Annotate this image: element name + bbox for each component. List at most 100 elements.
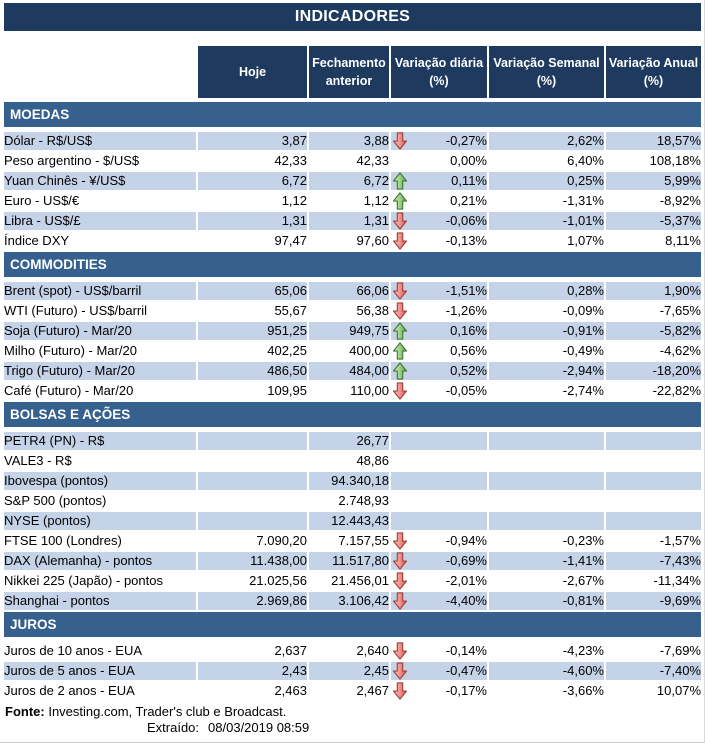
fechamento-value: 26,77: [307, 429, 390, 452]
variacao-semanal-value: -1,41%: [487, 551, 605, 572]
fechamento-value: 66,06: [307, 279, 390, 302]
section-row-bolsas-e-acoes: BOLSAS E AÇÕES: [4, 400, 701, 432]
variacao-diaria-cell: 0,56%: [389, 341, 488, 362]
variacao-anual-value: -9,69%: [604, 591, 701, 612]
row-label: Índice DXY: [4, 231, 197, 252]
variacao-anual-value: 8,11%: [604, 231, 701, 252]
variacao-diaria-cell: -0,47%: [389, 661, 488, 682]
variacao-anual-value: -5,37%: [604, 211, 701, 232]
fechamento-value: 2,467: [307, 681, 390, 702]
source-label: Fonte:: [5, 704, 45, 719]
row-label: Libra - US$/£: [4, 211, 197, 232]
hoje-value: 109,95: [196, 381, 308, 402]
down-arrow-icon: [392, 132, 408, 150]
extracted-line: Extraído: 08/03/2019 08:59: [147, 720, 700, 736]
variacao-anual-value: [604, 491, 701, 512]
variacao-semanal-value: -2,67%: [487, 571, 605, 592]
row-label: Nikkei 225 (Japão) - pontos: [4, 571, 197, 592]
hoje-value: 951,25: [196, 321, 308, 342]
row-label: PETR4 (PN) - R$: [4, 429, 197, 452]
row-label: Peso argentino - $/US$: [4, 151, 197, 172]
variacao-diaria-value: -4,40%: [445, 593, 487, 608]
hoje-value: 11.438,00: [196, 551, 308, 572]
variacao-diaria-cell: -2,01%: [389, 571, 488, 592]
table-row: WTI (Futuro) - US$/barril 55,67 56,38 -1,26…: [4, 301, 701, 322]
variacao-diaria-value: 0,00%: [450, 153, 487, 168]
hoje-value: 486,50: [196, 361, 308, 382]
down-arrow-icon: [392, 232, 408, 249]
variacao-diaria-cell: 0,21%: [389, 191, 488, 212]
hoje-value: 55,67: [196, 301, 308, 322]
variacao-diaria-value: -0,14%: [445, 643, 487, 658]
variacao-anual-value: [604, 451, 701, 472]
variacao-semanal-value: [487, 511, 605, 532]
table-row: VALE3 - R$ 48,86: [4, 451, 701, 472]
fechamento-value: 7.157,55: [307, 531, 390, 552]
fechamento-value: 11.517,80: [307, 551, 390, 572]
variacao-anual-value: [604, 471, 701, 492]
variacao-semanal-value: -2,94%: [487, 361, 605, 382]
hoje-value: 42,33: [196, 151, 308, 172]
row-label: FTSE 100 (Londres): [4, 531, 197, 552]
hoje-value: 21.025,56: [196, 571, 308, 592]
variacao-semanal-value: -4,60%: [487, 661, 605, 682]
variacao-anual-value: [604, 511, 701, 532]
hoje-value: 2,463: [196, 681, 308, 702]
section-row-moedas: MOEDAS: [4, 99, 701, 132]
variacao-diaria-value: -1,26%: [445, 303, 487, 318]
footer: Fonte: Investing.com, Trader's club e Br…: [4, 704, 700, 736]
variacao-anual-value: 5,99%: [604, 171, 701, 192]
column-header-variacao-anual: Variação Anual (%): [604, 46, 701, 102]
down-arrow-icon: [392, 552, 408, 569]
hoje-value: [196, 429, 308, 452]
column-header-variacao-diaria: Variação diária (%): [389, 46, 488, 102]
variacao-semanal-value: -0,23%: [487, 531, 605, 552]
variacao-semanal-value: [487, 451, 605, 472]
table-row: Trigo (Futuro) - Mar/20 486,50 484,00 0,52%…: [4, 361, 701, 382]
variacao-anual-value: 18,57%: [604, 129, 701, 152]
up-arrow-icon: [392, 192, 408, 209]
row-label: Trigo (Futuro) - Mar/20: [4, 361, 197, 382]
fechamento-value: 110,00: [307, 381, 390, 402]
table-row: Shanghai - pontos 2.969,86 3.106,42 -4,40% -…: [4, 591, 701, 612]
down-arrow-icon: [392, 302, 408, 319]
section-header-moedas: MOEDAS: [4, 99, 701, 132]
variacao-diaria-value: 0,52%: [450, 363, 487, 378]
down-arrow-icon: [392, 662, 408, 679]
variacao-semanal-value: -2,74%: [487, 381, 605, 402]
variacao-diaria-value: 0,11%: [451, 173, 487, 188]
variacao-diaria-value: 0,21%: [450, 193, 487, 208]
variacao-diaria-cell: 0,00%: [389, 151, 488, 172]
hoje-value: 1,12: [196, 191, 308, 212]
fechamento-value: 48,86: [307, 451, 390, 472]
indicators-table: Hoje Fechamento anterior Variação diária…: [4, 46, 701, 702]
section-row-commodities: COMMODITIES: [4, 250, 701, 282]
table-row: DAX (Alemanha) - pontos 11.438,00 11.517,8…: [4, 551, 701, 572]
table-row: Juros de 10 anos - EUA 2,637 2,640 -0,14% -4…: [4, 639, 701, 662]
table-row: FTSE 100 (Londres) 7.090,20 7.157,55 -0,94%…: [4, 531, 701, 552]
variacao-semanal-value: -0,49%: [487, 341, 605, 362]
table-row: Juros de 5 anos - EUA 2,43 2,45 -0,47% -4,60…: [4, 661, 701, 682]
fechamento-value: 42,33: [307, 151, 390, 172]
variacao-anual-value: -1,57%: [604, 531, 701, 552]
row-label: Juros de 5 anos - EUA: [4, 661, 197, 682]
row-label: Soja (Futuro) - Mar/20: [4, 321, 197, 342]
table-row: Brent (spot) - US$/barril 65,06 66,06 -1,51…: [4, 279, 701, 302]
variacao-diaria-cell: [389, 511, 488, 532]
variacao-diaria-cell: -4,40%: [389, 591, 488, 612]
fechamento-value: 56,38: [307, 301, 390, 322]
variacao-diaria-cell: -0,13%: [389, 231, 488, 252]
fechamento-value: 1,31: [307, 211, 390, 232]
variacao-semanal-value: 2,62%: [487, 129, 605, 152]
variacao-diaria-cell: -0,05%: [389, 381, 488, 402]
variacao-anual-value: 10,07%: [604, 681, 701, 702]
variacao-diaria-cell: [389, 451, 488, 472]
hoje-value: 6,72: [196, 171, 308, 192]
row-label: Juros de 10 anos - EUA: [4, 639, 197, 662]
variacao-diaria-cell: [389, 491, 488, 512]
variacao-diaria-value: -0,06%: [445, 213, 487, 228]
source-line: Fonte: Investing.com, Trader's club e Br…: [5, 704, 700, 720]
variacao-semanal-value: [487, 471, 605, 492]
hoje-value: [196, 491, 308, 512]
row-label: Brent (spot) - US$/barril: [4, 279, 197, 302]
